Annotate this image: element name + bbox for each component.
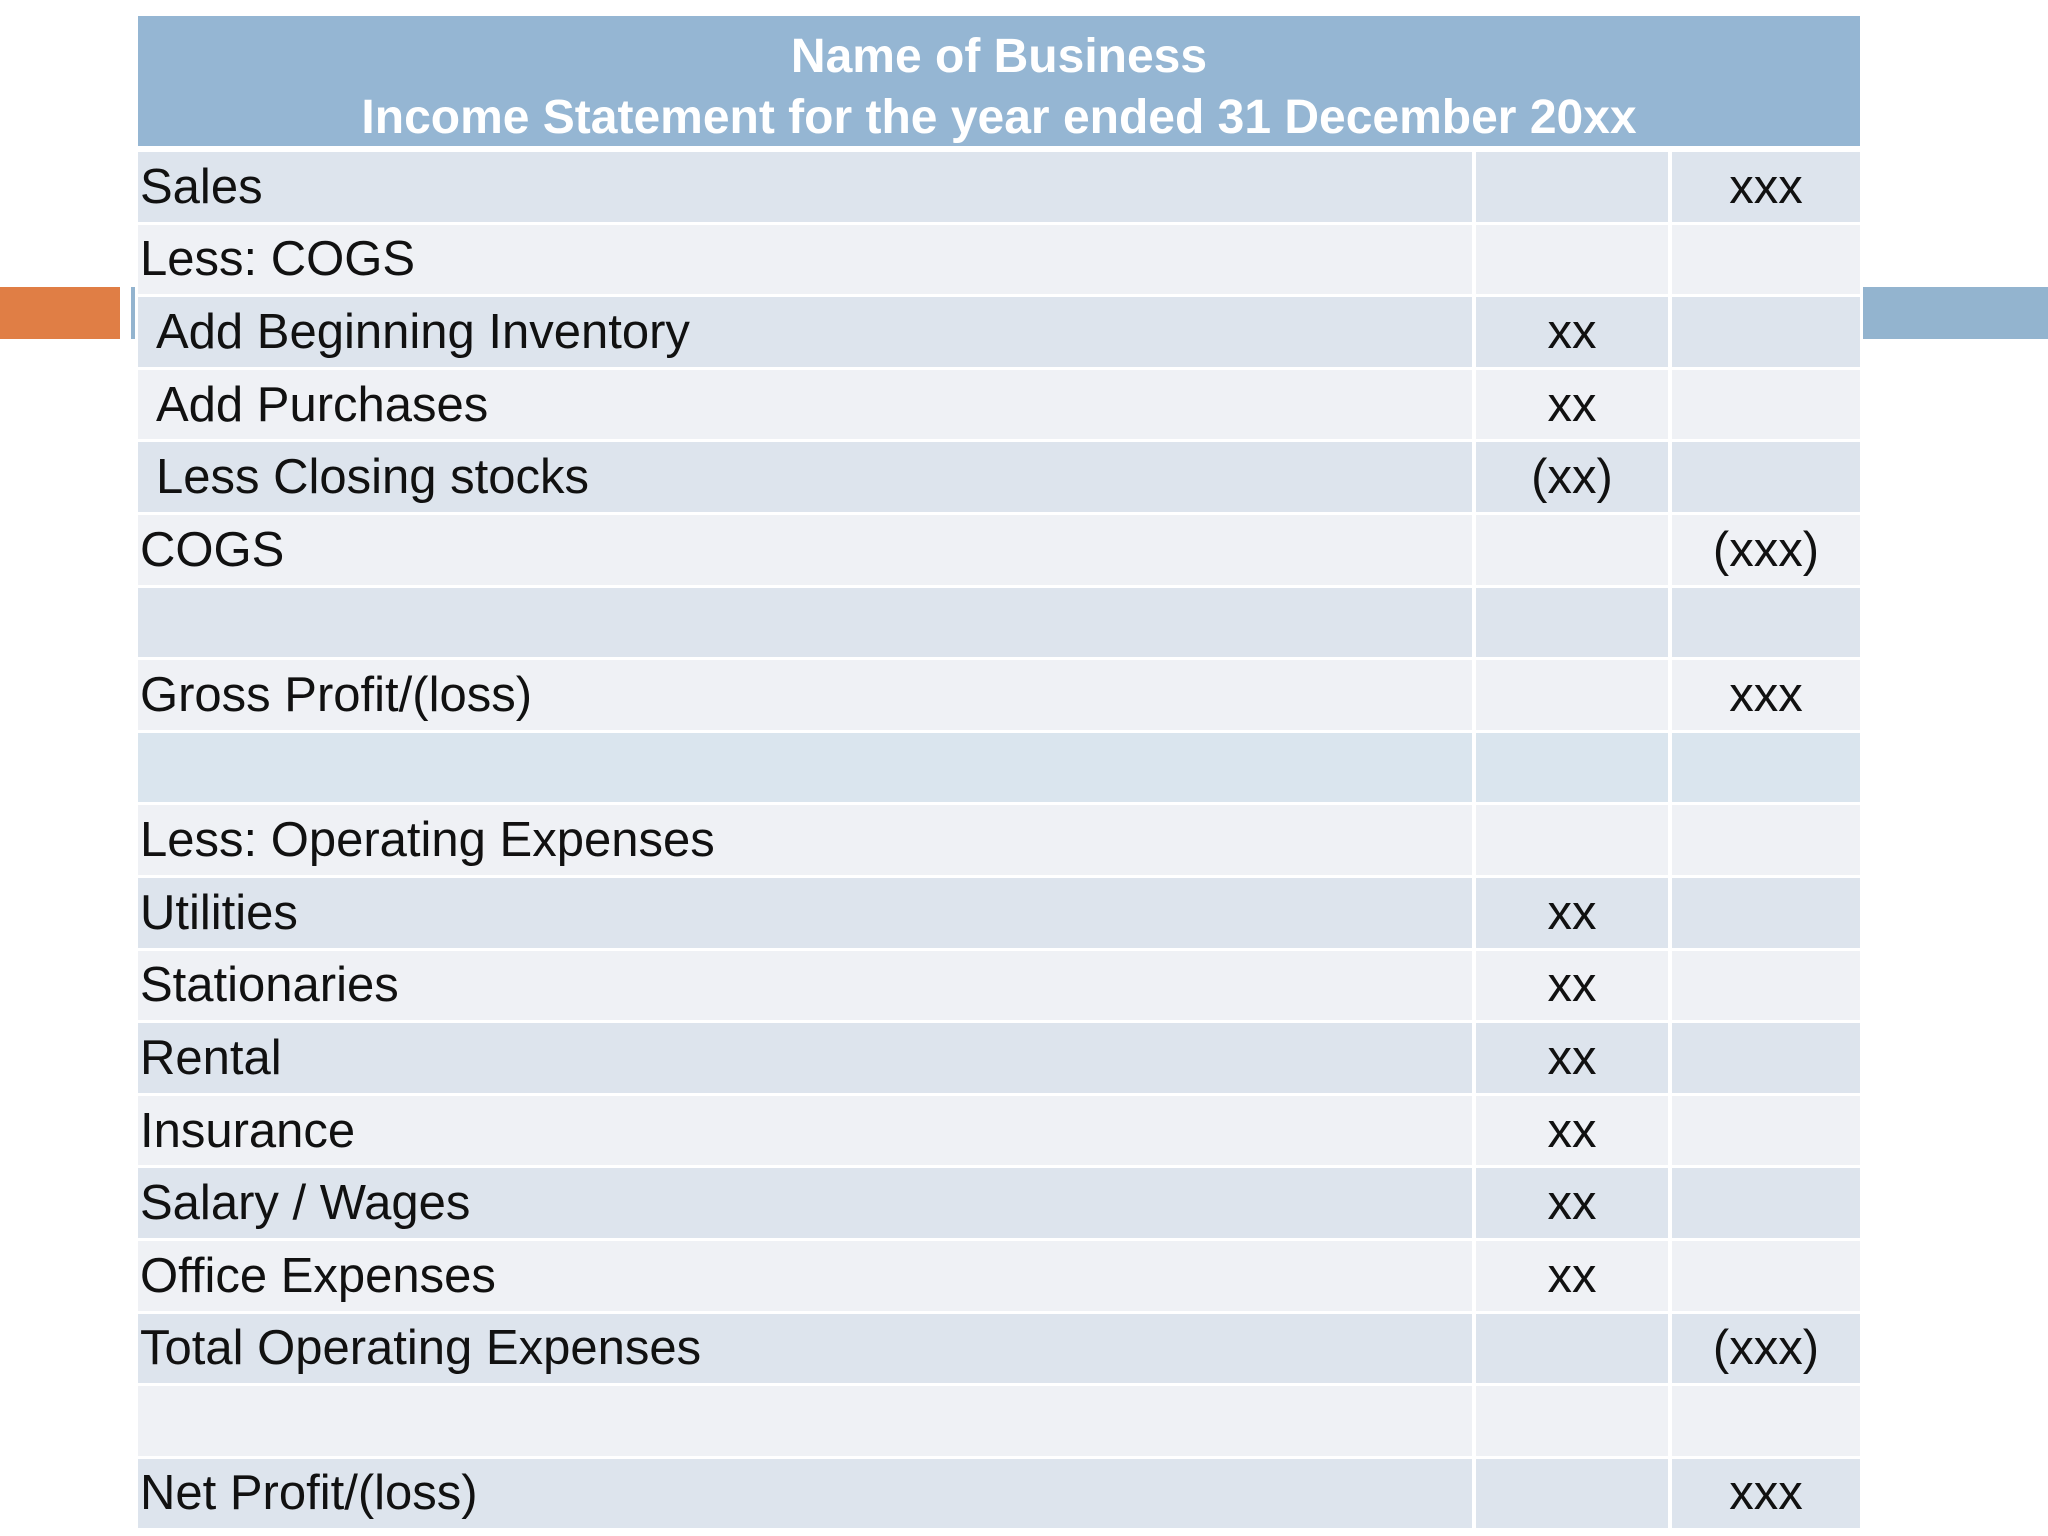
row-label: Total Operating Expenses bbox=[140, 1321, 702, 1376]
row-label: Utilities bbox=[140, 885, 298, 940]
table-row: COGS (xxx) bbox=[138, 514, 1860, 588]
table-row: Insurance xx bbox=[138, 1095, 1860, 1169]
row-sub-amount bbox=[1472, 1458, 1668, 1529]
row-label: Less: Operating Expenses bbox=[140, 813, 715, 868]
table-row: Less: COGS bbox=[138, 224, 1860, 298]
income-statement-table: Name of Business Income Statement for th… bbox=[138, 16, 1860, 1532]
row-sub-amount: xx bbox=[1472, 877, 1668, 948]
row-sub-amount bbox=[1472, 805, 1668, 875]
row-label: COGS bbox=[140, 522, 285, 577]
table-row bbox=[138, 1386, 1860, 1459]
row-label: Stationaries bbox=[140, 958, 399, 1013]
row-total-amount bbox=[1668, 732, 1860, 803]
row-total-amount: (xxx) bbox=[1668, 514, 1860, 585]
row-sub-amount bbox=[1472, 514, 1668, 585]
row-label: Office Expenses bbox=[140, 1248, 496, 1303]
row-label: Sales bbox=[140, 159, 263, 214]
row-sub-amount bbox=[1472, 1313, 1668, 1384]
row-label: Less Closing stocks bbox=[156, 450, 590, 505]
table-row: Add Purchases xx bbox=[138, 369, 1860, 443]
row-label: Rental bbox=[140, 1030, 282, 1085]
row-sub-amount: xx bbox=[1472, 369, 1668, 440]
accent-bar-left-thin bbox=[131, 287, 135, 339]
row-label bbox=[138, 588, 1472, 658]
row-total-amount bbox=[1668, 1095, 1860, 1166]
table-row: Gross Profit/(loss) xxx bbox=[138, 660, 1860, 733]
table-row bbox=[138, 587, 1860, 661]
row-label: Net Profit/(loss) bbox=[140, 1466, 478, 1521]
row-total-amount bbox=[1668, 1023, 1860, 1093]
row-label: Gross Profit/(loss) bbox=[140, 667, 533, 722]
row-label: Add Purchases bbox=[156, 377, 489, 432]
table-row: Add Beginning Inventory xx bbox=[138, 297, 1860, 370]
row-sub-amount bbox=[1472, 224, 1668, 295]
row-total-amount bbox=[1668, 442, 1860, 512]
table-row: Office Expenses xx bbox=[138, 1240, 1860, 1314]
row-sub-amount bbox=[1472, 152, 1668, 222]
row-label: Add Beginning Inventory bbox=[156, 304, 690, 359]
row-total-amount: (xxx) bbox=[1668, 1313, 1860, 1384]
business-name: Name of Business bbox=[790, 30, 1208, 83]
row-total-amount bbox=[1668, 369, 1860, 440]
row-sub-amount bbox=[1472, 660, 1668, 730]
row-total-amount bbox=[1668, 224, 1860, 295]
table-row: Less: Operating Expenses bbox=[138, 805, 1860, 878]
table-row: Net Profit/(loss) xxx bbox=[138, 1458, 1860, 1532]
row-total-amount: xxx bbox=[1668, 660, 1860, 730]
table-row: Salary / Wages xx bbox=[138, 1168, 1860, 1241]
table-row: Sales xxx bbox=[138, 152, 1860, 225]
row-label bbox=[138, 733, 1472, 803]
row-sub-amount: xx bbox=[1472, 950, 1668, 1021]
table-row: Rental xx bbox=[138, 1023, 1860, 1096]
statement-title: Income Statement for the year ended 31 D… bbox=[361, 91, 1637, 144]
table-header: Name of Business Income Statement for th… bbox=[138, 16, 1860, 152]
row-total-amount: xxx bbox=[1668, 152, 1860, 222]
row-sub-amount bbox=[1472, 732, 1668, 803]
row-sub-amount bbox=[1472, 587, 1668, 658]
accent-bar-left bbox=[0, 287, 120, 339]
row-label: Salary / Wages bbox=[140, 1176, 471, 1231]
row-total-amount bbox=[1668, 587, 1860, 658]
row-sub-amount: xx bbox=[1472, 1023, 1668, 1093]
row-total-amount bbox=[1668, 877, 1860, 948]
table-row: Stationaries xx bbox=[138, 950, 1860, 1024]
row-sub-amount: xx bbox=[1472, 1095, 1668, 1166]
table-row: Utilities xx bbox=[138, 877, 1860, 951]
row-total-amount bbox=[1668, 1386, 1860, 1456]
row-sub-amount bbox=[1472, 1386, 1668, 1456]
row-total-amount bbox=[1668, 805, 1860, 875]
row-label: Insurance bbox=[140, 1103, 356, 1158]
accent-bar-right bbox=[1863, 287, 2048, 339]
row-total-amount bbox=[1668, 297, 1860, 367]
row-sub-amount: xx bbox=[1472, 297, 1668, 367]
table-row bbox=[138, 732, 1860, 806]
row-sub-amount: xx bbox=[1472, 1240, 1668, 1311]
table-row: Less Closing stocks (xx) bbox=[138, 442, 1860, 515]
row-total-amount: xxx bbox=[1668, 1458, 1860, 1529]
row-total-amount bbox=[1668, 950, 1860, 1021]
table-row: Total Operating Expenses (xxx) bbox=[138, 1313, 1860, 1387]
row-label: Less: COGS bbox=[140, 232, 416, 287]
row-sub-amount: (xx) bbox=[1472, 442, 1668, 512]
row-total-amount bbox=[1668, 1168, 1860, 1238]
row-total-amount bbox=[1668, 1240, 1860, 1311]
row-label bbox=[138, 1386, 1472, 1456]
row-sub-amount: xx bbox=[1472, 1168, 1668, 1238]
